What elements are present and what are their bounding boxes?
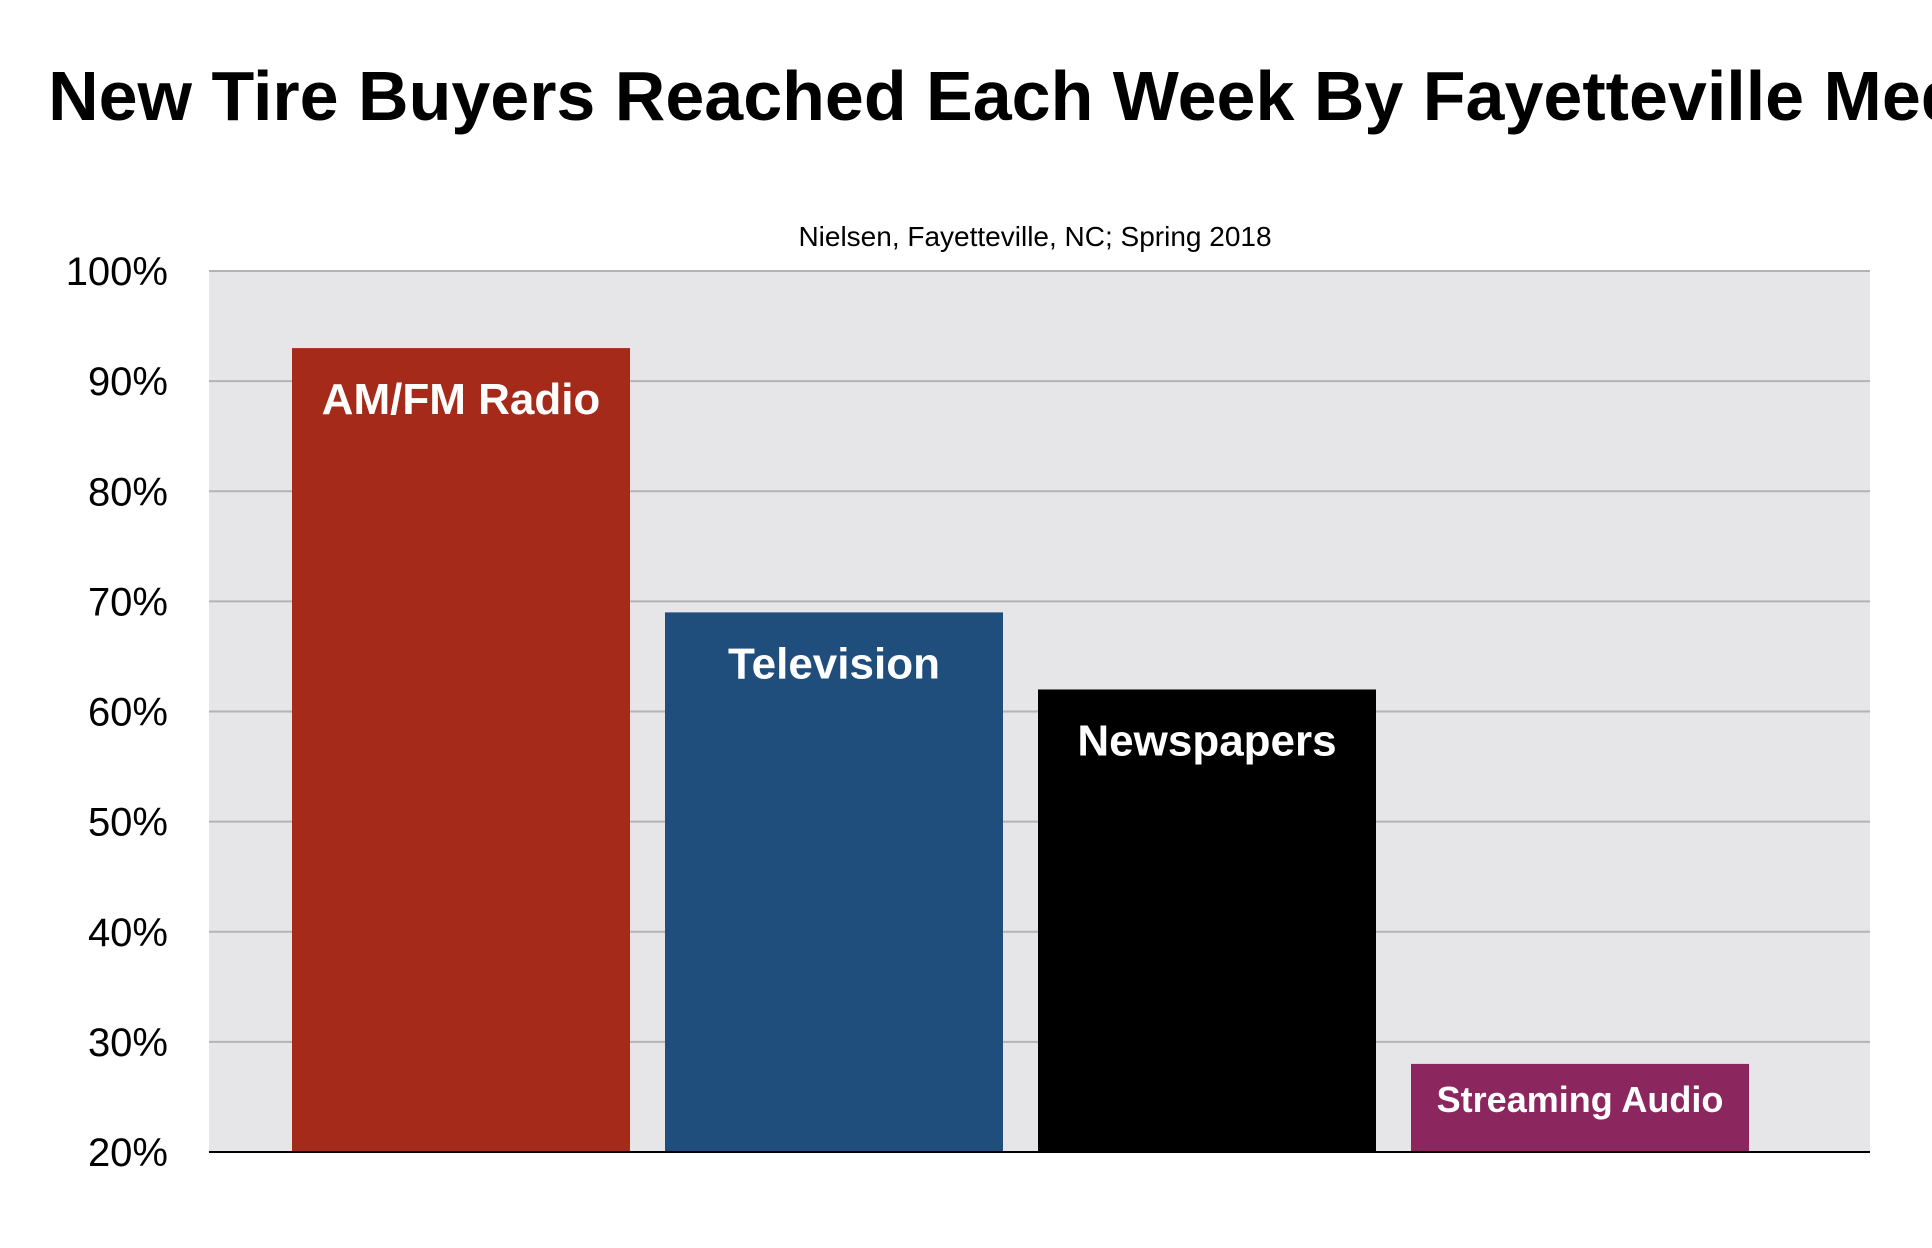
bar: [665, 612, 1003, 1152]
bar-label: Television: [728, 639, 940, 688]
y-tick-label: 30%: [88, 1021, 168, 1065]
y-tick-label: 40%: [88, 911, 168, 955]
bar-label: Streaming Audio: [1437, 1079, 1724, 1120]
bar: [292, 348, 630, 1152]
bar-label: AM/FM Radio: [322, 375, 601, 424]
y-tick-label: 60%: [88, 691, 168, 735]
bar: [1411, 1063, 1749, 1152]
bar: [1038, 689, 1376, 1152]
y-tick-label: 80%: [88, 470, 168, 514]
y-tick-label: 50%: [88, 801, 168, 845]
y-tick-label: 90%: [88, 360, 168, 404]
y-tick-label: 20%: [88, 1131, 168, 1175]
chart-title: New Tire Buyers Reached Each Week By Fay…: [48, 57, 1932, 135]
y-tick-label: 100%: [66, 250, 168, 294]
bars: AM/FM Radio Television Newspapers Streaming…: [292, 348, 1749, 1152]
chart-subtitle: Nielsen, Fayetteville, NC; Spring 2018: [798, 221, 1272, 252]
bar-label: Newspapers: [1077, 716, 1336, 765]
y-tick-label: 70%: [88, 580, 168, 624]
y-axis-ticks: 20% 30% 40% 50% 60% 70% 80% 90% 100%: [66, 250, 168, 1175]
